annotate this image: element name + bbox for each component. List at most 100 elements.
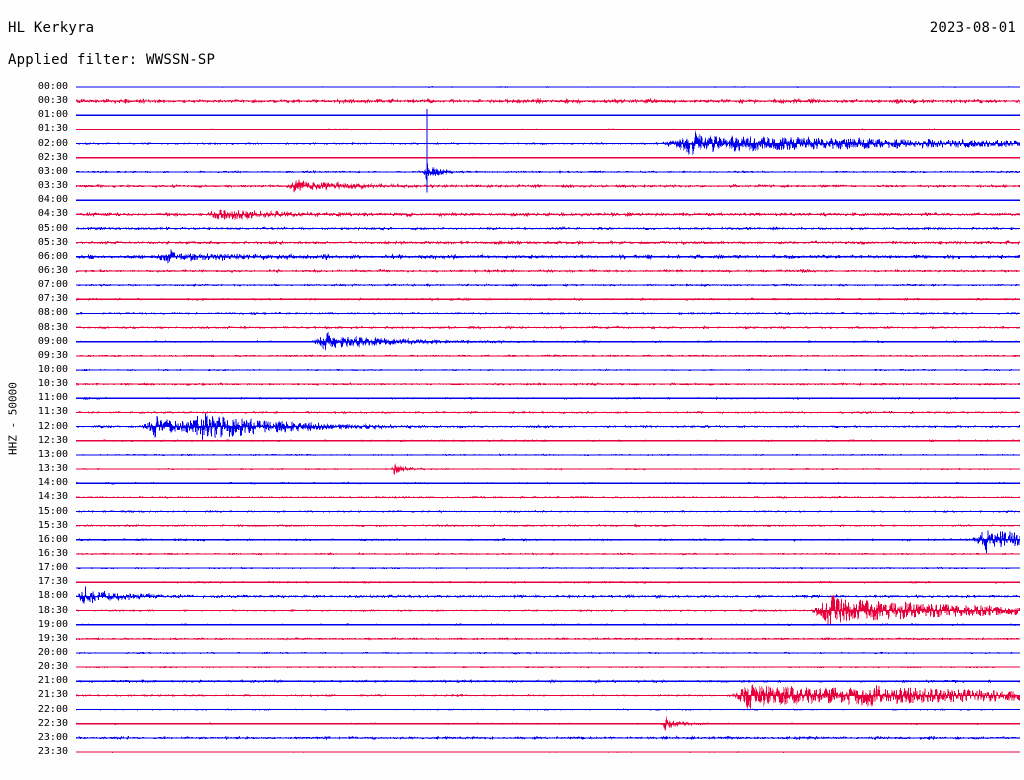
time-label: 23:00 (37, 731, 68, 743)
trace-row (76, 684, 1020, 711)
trace-row (76, 413, 1020, 440)
trace-row (76, 199, 1020, 202)
time-label: 11:30 (37, 406, 68, 418)
time-label: 20:00 (37, 647, 68, 658)
trace-row (76, 651, 1020, 655)
trace-row (76, 368, 1020, 372)
trace-row (76, 332, 1020, 351)
trace-row (76, 622, 1020, 627)
date-label: 2023-08-01 (929, 20, 1016, 36)
time-label: 19:30 (37, 632, 68, 644)
trace-row (76, 128, 1020, 131)
trace-row (76, 179, 1020, 193)
trace-row (76, 453, 1020, 457)
seismogram-plot (76, 78, 1020, 776)
time-label: 22:30 (37, 717, 68, 729)
time-label: 05:30 (37, 236, 68, 248)
trace-row (76, 751, 1020, 753)
trace-row (76, 708, 1020, 711)
time-label: 15:00 (37, 505, 68, 517)
time-label: 06:30 (37, 264, 68, 276)
time-label: 09:30 (37, 349, 68, 361)
time-label: 04:30 (37, 208, 68, 220)
trace-row (76, 325, 1020, 330)
trace-row (76, 268, 1020, 274)
time-label: 21:00 (37, 675, 68, 687)
trace-canvas (76, 86, 1020, 753)
time-label: 21:30 (37, 689, 68, 701)
trace-row (76, 156, 1020, 159)
time-label: 14:00 (37, 477, 68, 489)
time-label: 16:30 (37, 547, 68, 559)
trace-row (76, 297, 1020, 302)
time-label: 01:00 (37, 109, 68, 121)
trace-row (76, 595, 1020, 626)
time-label: 07:00 (37, 279, 68, 291)
time-label: 13:00 (37, 448, 68, 460)
time-label: 17:00 (37, 562, 68, 574)
time-label: 03:30 (37, 180, 68, 192)
trace-row (76, 552, 1020, 556)
time-label: 12:30 (37, 434, 68, 446)
time-label: 09:00 (37, 335, 68, 347)
time-label: 12:00 (37, 420, 68, 432)
time-label: 11:00 (37, 392, 68, 404)
time-label: 00:30 (37, 95, 68, 107)
trace-row (76, 679, 1020, 684)
time-label: 00:00 (37, 81, 68, 92)
trace-row (76, 666, 1020, 669)
trace-row (76, 311, 1020, 316)
time-label: 18:30 (37, 604, 68, 616)
time-label: 16:00 (37, 533, 68, 545)
time-label: 01:30 (37, 123, 68, 135)
time-label: 08:00 (37, 307, 68, 319)
filter-label: Applied filter: WWSSN-SP (8, 52, 216, 68)
time-label: 14:30 (37, 491, 68, 503)
time-label: 15:30 (37, 519, 68, 531)
trace-row (76, 586, 1020, 604)
trace-row (76, 523, 1020, 528)
trace-row (76, 240, 1020, 246)
trace-row (76, 86, 1020, 88)
time-label: 10:00 (37, 364, 68, 375)
trace-row (76, 566, 1020, 570)
time-label: 18:00 (37, 590, 68, 602)
trace-row (76, 130, 1020, 156)
trace-row (76, 97, 1020, 105)
trace-row (76, 481, 1020, 485)
time-label: 07:30 (37, 293, 68, 305)
trace-row (76, 396, 1020, 401)
trace-row (76, 209, 1020, 221)
time-label: 06:00 (37, 250, 68, 262)
trace-row (76, 410, 1020, 415)
trace-row (76, 509, 1020, 514)
trace-row (76, 530, 1020, 554)
time-label: 17:30 (37, 576, 68, 588)
trace-row (76, 580, 1020, 584)
trace-row (76, 495, 1020, 499)
trace-row (76, 637, 1020, 641)
time-label: 08:30 (37, 321, 68, 333)
time-label: 02:00 (37, 137, 68, 149)
time-label: 19:00 (37, 618, 68, 630)
trace-row (76, 382, 1020, 386)
time-label: 03:00 (37, 165, 68, 177)
trace-row (76, 716, 1020, 731)
time-label: 04:00 (37, 194, 68, 206)
time-label: 23:30 (37, 746, 68, 758)
trace-row (76, 439, 1020, 443)
time-label: 10:30 (37, 378, 68, 390)
time-label: 22:00 (37, 703, 68, 715)
time-axis-labels: 00:00 00:30 01:00 01:30 02:00 02:30 03:00 03:30… (0, 0, 72, 780)
trace-row (76, 354, 1020, 358)
page-title: HL Kerkyra (8, 20, 95, 36)
trace-row (76, 163, 1020, 181)
trace-row (76, 283, 1020, 288)
trace-row (76, 226, 1020, 231)
trace-row (76, 114, 1020, 117)
trace-row (76, 249, 1020, 264)
time-label: 13:30 (37, 463, 68, 475)
time-label: 20:30 (37, 661, 68, 673)
trace-row (76, 463, 1020, 476)
